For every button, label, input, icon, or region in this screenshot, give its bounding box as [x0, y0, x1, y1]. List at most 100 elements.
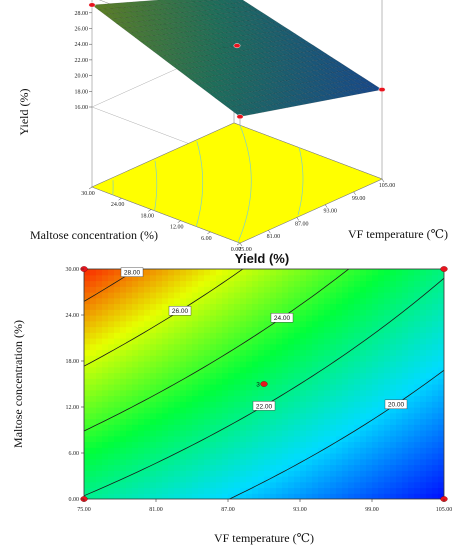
- contour-color-cell: [294, 384, 301, 391]
- surface-mesh-cell: [333, 71, 346, 77]
- contour-color-cell: [102, 320, 109, 328]
- contour-color-cell: [426, 320, 433, 328]
- contour-color-cell: [168, 366, 175, 374]
- contour-color-cell: [372, 401, 379, 408]
- contour-color-cell: [168, 332, 175, 339]
- contour-color-cell: [180, 424, 187, 431]
- contour-color-cell: [168, 343, 175, 351]
- contour-color-cell: [366, 355, 373, 362]
- contour-color-cell: [198, 493, 205, 499]
- contour-color-cell: [366, 407, 373, 414]
- contour-color-cell: [426, 493, 433, 499]
- surface-mesh-cell: [228, 16, 242, 22]
- contour-color-cell: [342, 297, 349, 305]
- contour-color-cell: [318, 453, 325, 460]
- contour-color-cell: [90, 355, 97, 362]
- contour-color-cell: [180, 315, 187, 322]
- contour-color-cell: [324, 309, 331, 316]
- surface-y-axis-label: Maltose concentration (%): [30, 228, 158, 242]
- contour-color-cell: [198, 309, 205, 316]
- contour-color-cell: [306, 487, 313, 494]
- contour-color-cell: [420, 435, 427, 443]
- contour-color-cell: [186, 412, 193, 420]
- contour-color-cell: [312, 343, 319, 351]
- contour-color-cell: [330, 407, 337, 414]
- contour-color-cell: [336, 458, 343, 466]
- contour-color-cell: [192, 464, 199, 471]
- contour-color-cell: [204, 309, 211, 316]
- contour-color-cell: [426, 332, 433, 339]
- contour-color-cell: [234, 447, 241, 454]
- contour-color-cell: [276, 286, 283, 293]
- contour-color-cell: [384, 309, 391, 316]
- contour-color-cell: [216, 424, 223, 431]
- surface-mesh-cell: [351, 88, 365, 95]
- contour-color-cell: [348, 332, 355, 339]
- contour-color-cell: [162, 326, 169, 333]
- surface-mesh-cell: [193, 20, 207, 26]
- contour-color-cell: [324, 286, 331, 293]
- contour-color-cell: [318, 349, 325, 356]
- contour-color-cell: [390, 303, 397, 310]
- contour-color-cell: [168, 378, 175, 385]
- contour-color-cell: [216, 297, 223, 305]
- contour-color-cell: [414, 384, 421, 391]
- contour-color-cell: [276, 269, 283, 276]
- contour-color-cell: [360, 309, 367, 316]
- contour-color-cell: [336, 493, 343, 499]
- contour-color-cell: [330, 343, 337, 351]
- contour-color-cell: [366, 332, 373, 339]
- contour-color-cell: [336, 441, 343, 448]
- surface-mesh-cell: [260, 52, 274, 58]
- contour-color-cell: [288, 424, 295, 431]
- contour-color-cell: [138, 430, 145, 437]
- contour-color-cell: [84, 378, 91, 385]
- contour-color-cell: [264, 384, 271, 391]
- surface-x-tick: [268, 230, 271, 234]
- contour-color-cell: [102, 447, 109, 454]
- contour-color-cell: [252, 361, 259, 368]
- contour-color-cell: [96, 464, 103, 471]
- contour-color-cell: [264, 309, 271, 316]
- contour-color-cell: [378, 332, 385, 339]
- contour-color-cell: [270, 470, 277, 477]
- contour-color-cell: [372, 395, 379, 402]
- contour-color-cell: [348, 303, 355, 310]
- contour-color-cell: [438, 447, 444, 454]
- contour-color-cell: [96, 412, 103, 420]
- contour-color-cell: [324, 349, 331, 356]
- contour-color-cell: [300, 384, 307, 391]
- surface-mesh-cell: [205, 14, 218, 20]
- contour-color-cell: [264, 280, 271, 287]
- contour-color-cell: [354, 269, 361, 276]
- contour-color-cell: [126, 378, 133, 385]
- contour-color-cell: [414, 366, 421, 374]
- contour-color-cell: [390, 487, 397, 494]
- contour-color-cell: [372, 378, 379, 385]
- contour-color-cell: [264, 435, 271, 443]
- contour-color-cell: [126, 424, 133, 431]
- contour-color-cell: [372, 303, 379, 310]
- contour-color-cell: [138, 361, 145, 368]
- contour-color-cell: [222, 389, 229, 397]
- contour-color-cell: [312, 349, 319, 356]
- contour-color-cell: [342, 355, 349, 362]
- surface-mesh-cell: [196, 0, 206, 2]
- contour-color-cell: [114, 395, 121, 402]
- contour-color-cell: [228, 407, 235, 414]
- contour-color-cell: [264, 481, 271, 489]
- contour-color-cell: [420, 476, 427, 483]
- contour-color-cell: [162, 470, 169, 477]
- contour-color-cell: [102, 441, 109, 448]
- contour-color-cell: [126, 458, 133, 466]
- contour-color-cell: [192, 424, 199, 431]
- contour-color-cell: [198, 487, 205, 494]
- contour-color-cell: [204, 280, 211, 287]
- contour-color-cell: [222, 361, 229, 368]
- contour-color-cell: [192, 430, 199, 437]
- contour-color-cell: [90, 297, 97, 305]
- contour-color-cell: [228, 447, 235, 454]
- contour-color-cell: [120, 338, 127, 345]
- contour-color-cell: [138, 297, 145, 305]
- contour-color-cell: [366, 401, 373, 408]
